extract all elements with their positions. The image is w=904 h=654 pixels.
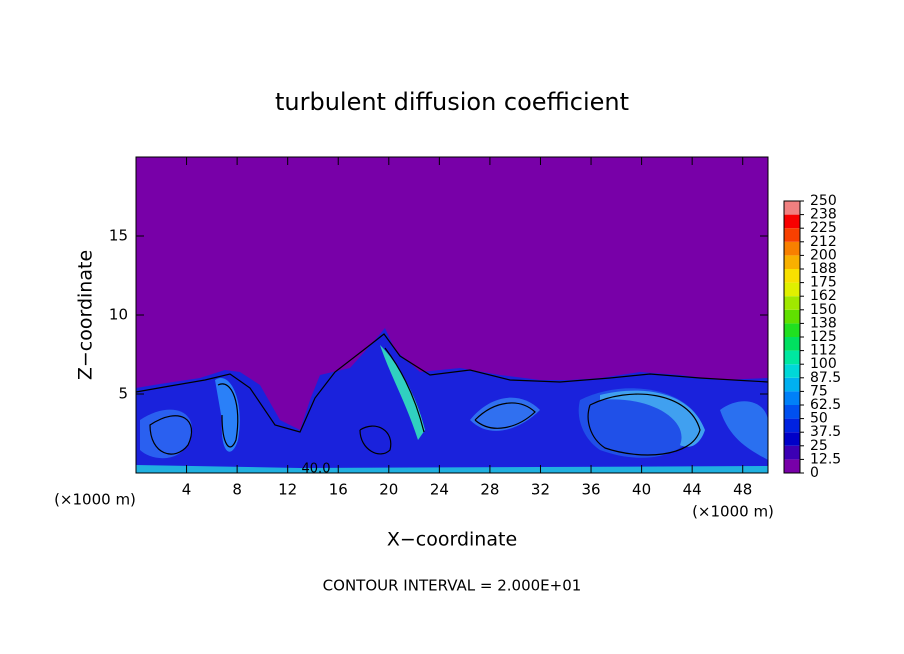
colorbar-label: 75 xyxy=(810,383,828,399)
x-tick-label: 28 xyxy=(480,481,499,499)
colorbar-label: 37.5 xyxy=(810,424,841,440)
colorbar-band xyxy=(784,418,800,433)
colorbar-label: 225 xyxy=(810,220,837,236)
colorbar-label: 12.5 xyxy=(810,451,841,467)
colorbar-band xyxy=(784,282,800,297)
colorbar-band xyxy=(784,323,800,337)
y-unit: (×1000 m) xyxy=(54,491,136,509)
colorbar-label: 112 xyxy=(810,343,837,359)
colorbar-label: 62.5 xyxy=(810,397,841,413)
colorbar-band xyxy=(784,269,800,283)
x-axis-label: X−coordinate xyxy=(387,529,517,551)
colorbar-label: 125 xyxy=(810,329,837,345)
colorbar-band xyxy=(784,241,800,256)
contour-lines xyxy=(135,333,769,456)
y-tick-label: 5 xyxy=(118,385,128,403)
colorbar-label: 87.5 xyxy=(810,370,841,386)
colorbar-band xyxy=(784,377,800,392)
colorbar-band xyxy=(784,391,800,405)
colorbar-band xyxy=(784,214,800,229)
x-tick-label: 32 xyxy=(531,481,550,499)
x-unit: (×1000 m) xyxy=(692,503,774,521)
colorbar-label: 212 xyxy=(810,234,837,250)
x-tick-label: 16 xyxy=(329,481,348,499)
colorbar-label: 162 xyxy=(810,288,837,304)
swirl xyxy=(380,345,425,440)
x-tick-label: 20 xyxy=(379,481,398,499)
colorbar-label: 100 xyxy=(810,356,837,372)
colorbar-band xyxy=(784,201,800,215)
colorbar-band xyxy=(784,255,800,269)
contour-label: 40.0 xyxy=(302,462,331,477)
colorbar-label: 150 xyxy=(810,302,837,318)
colorbar-band xyxy=(784,364,800,378)
colorbar-band xyxy=(784,309,800,324)
surface-layer xyxy=(136,465,768,473)
colorbar-label: 188 xyxy=(810,261,837,277)
contour-interval-note: CONTOUR INTERVAL = 2.000E+01 xyxy=(323,577,582,595)
colorbar-band xyxy=(784,445,800,460)
colorbar-label: 50 xyxy=(810,411,828,427)
y-tick-label: 10 xyxy=(109,306,128,324)
colorbar-band xyxy=(784,337,800,351)
colorbar-band xyxy=(784,296,800,310)
colorbar-label: 138 xyxy=(810,315,837,331)
x-tick-label: 44 xyxy=(683,481,702,499)
x-tick-label: 12 xyxy=(278,481,297,499)
colorbar-band xyxy=(784,432,800,446)
colorbar-band xyxy=(784,228,800,242)
x-tick-label: 40 xyxy=(632,481,651,499)
chart-title: turbulent diffusion coefficient xyxy=(275,88,629,116)
colorbar-label: 250 xyxy=(810,193,837,209)
swirl xyxy=(470,397,540,431)
colorbar-band xyxy=(784,459,800,473)
colorbar-band xyxy=(784,405,800,419)
swirl xyxy=(600,390,705,447)
x-tick-label: 24 xyxy=(430,481,449,499)
y-tick-label: 15 xyxy=(109,227,128,245)
x-tick-label: 48 xyxy=(733,481,752,499)
x-tick-label: 36 xyxy=(581,481,600,499)
x-tick-label: 8 xyxy=(232,481,242,499)
colorbar-label: 238 xyxy=(810,207,837,223)
y-axis-label: Z−coordinate xyxy=(75,250,97,380)
colorbar-label: 25 xyxy=(810,438,828,454)
colorbar-label: 175 xyxy=(810,275,837,291)
x-tick-label: 4 xyxy=(182,481,192,499)
colorbar-label: 0 xyxy=(810,465,819,481)
swirl xyxy=(140,409,192,459)
colorbar-label: 200 xyxy=(810,247,837,263)
swirl xyxy=(720,401,768,460)
swirl xyxy=(215,378,240,452)
turbulent-layer xyxy=(135,328,769,473)
colorbar-band xyxy=(784,350,800,365)
